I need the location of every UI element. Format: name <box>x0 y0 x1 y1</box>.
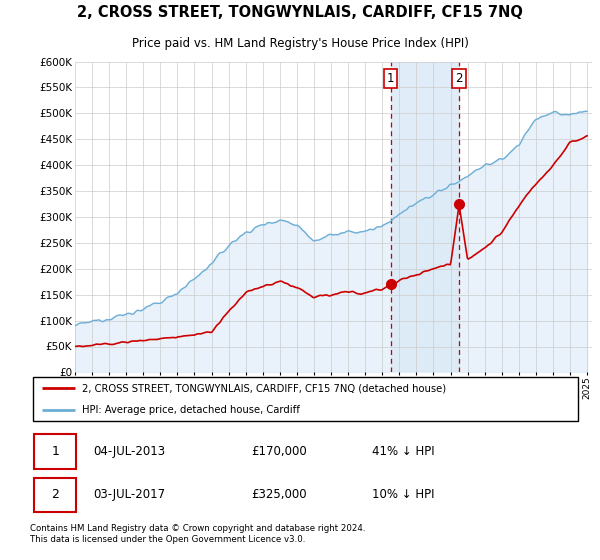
Text: Contains HM Land Registry data © Crown copyright and database right 2024.
This d: Contains HM Land Registry data © Crown c… <box>30 524 365 544</box>
Text: £325,000: £325,000 <box>251 488 307 501</box>
Text: 1: 1 <box>387 72 395 85</box>
Bar <box>391 62 459 372</box>
Text: 2, CROSS STREET, TONGWYNLAIS, CARDIFF, CF15 7NQ (detached house): 2, CROSS STREET, TONGWYNLAIS, CARDIFF, C… <box>82 383 446 393</box>
FancyBboxPatch shape <box>34 435 76 469</box>
Text: 03-JUL-2017: 03-JUL-2017 <box>94 488 166 501</box>
Text: 1: 1 <box>52 445 59 458</box>
Text: 2, CROSS STREET, TONGWYNLAIS, CARDIFF, CF15 7NQ: 2, CROSS STREET, TONGWYNLAIS, CARDIFF, C… <box>77 5 523 20</box>
Text: 41% ↓ HPI: 41% ↓ HPI <box>372 445 435 458</box>
Text: 2: 2 <box>455 72 463 85</box>
Text: 04-JUL-2013: 04-JUL-2013 <box>94 445 166 458</box>
Text: HPI: Average price, detached house, Cardiff: HPI: Average price, detached house, Card… <box>82 405 301 415</box>
FancyBboxPatch shape <box>34 478 76 512</box>
FancyBboxPatch shape <box>33 377 578 421</box>
Text: Price paid vs. HM Land Registry's House Price Index (HPI): Price paid vs. HM Land Registry's House … <box>131 37 469 50</box>
Text: 2: 2 <box>52 488 59 501</box>
Text: 10% ↓ HPI: 10% ↓ HPI <box>372 488 435 501</box>
Text: £170,000: £170,000 <box>251 445 307 458</box>
